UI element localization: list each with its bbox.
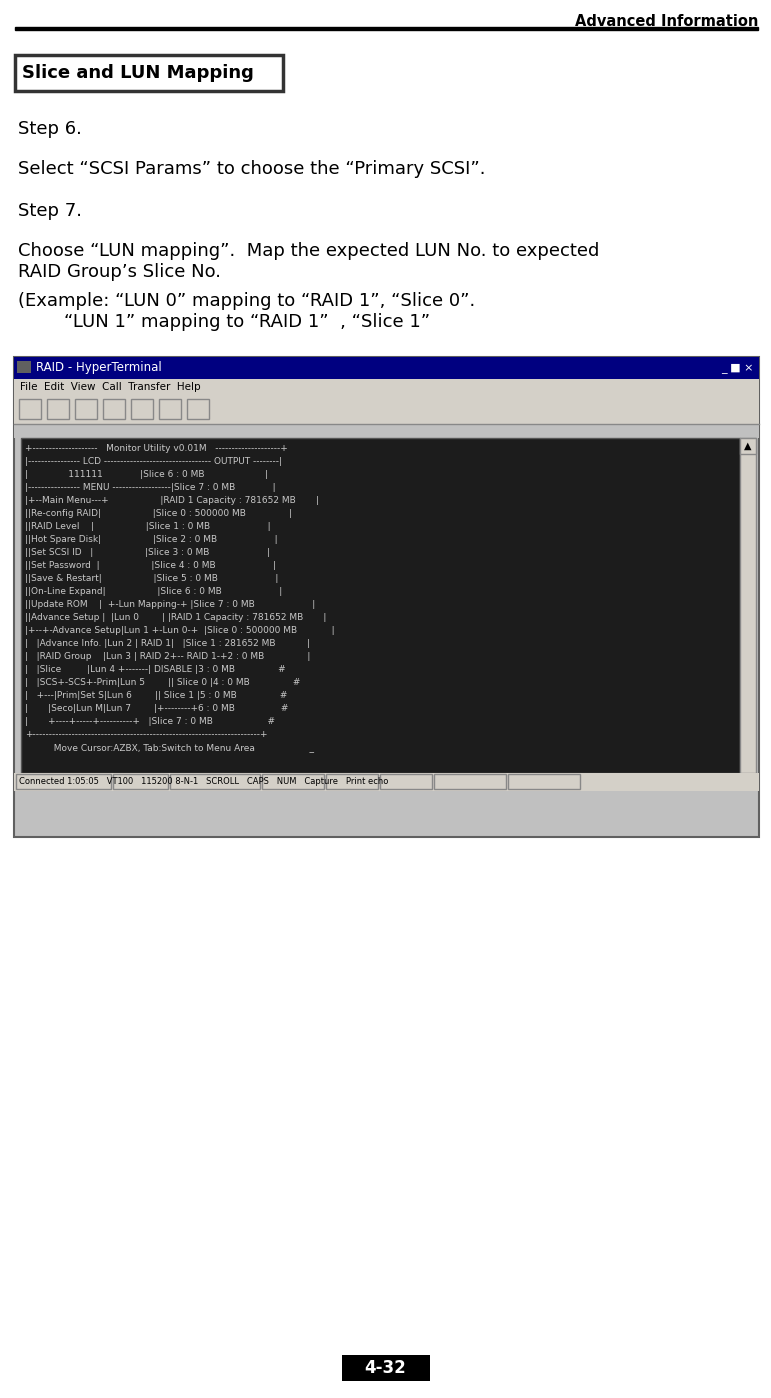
Bar — [170, 774, 260, 788]
Text: ||Hot Spare Disk|                  |Slice 2 : 0 MB                    |: ||Hot Spare Disk| |Slice 2 : 0 MB | — [25, 535, 278, 544]
Text: ▲: ▲ — [744, 440, 752, 452]
Text: ||Save & Restart|                  |Slice 5 : 0 MB                    |: ||Save & Restart| |Slice 5 : 0 MB | — [25, 575, 278, 583]
Text: |   |SCS+-SCS+-Prim|Lun 5        || Slice 0 |4 : 0 MB               #: | |SCS+-SCS+-Prim|Lun 5 || Slice 0 |4 : … — [25, 678, 301, 686]
Bar — [14, 773, 759, 791]
Bar — [14, 356, 759, 837]
Bar — [19, 398, 41, 419]
Bar — [131, 398, 153, 419]
Bar — [380, 774, 432, 788]
Text: |       +----+-----+----------+   |Slice 7 : 0 MB                   #: | +----+-----+----------+ |Slice 7 : 0 M… — [25, 717, 275, 726]
Text: |   |Advance Info. |Lun 2 | RAID 1|   |Slice 1 : 281652 MB           |: | |Advance Info. |Lun 2 | RAID 1| |Slice… — [25, 639, 310, 649]
Bar — [14, 356, 759, 379]
Bar — [434, 774, 506, 788]
Bar — [326, 774, 378, 788]
Text: ||Update ROM    |  +-Lun Mapping-+ |Slice 7 : 0 MB                    |: ||Update ROM | +-Lun Mapping-+ |Slice 7 … — [25, 600, 315, 610]
Text: |+--Main Menu---+                  |RAID 1 Capacity : 781652 MB       |: |+--Main Menu---+ |RAID 1 Capacity : 781… — [25, 496, 319, 505]
Bar — [508, 774, 580, 788]
Bar — [14, 379, 759, 396]
Text: |   |RAID Group    |Lun 3 | RAID 2+-- RAID 1-+2 : 0 MB               |: | |RAID Group |Lun 3 | RAID 2+-- RAID 1-… — [25, 651, 311, 661]
Text: ||Re-config RAID|                  |Slice 0 : 500000 MB               |: ||Re-config RAID| |Slice 0 : 500000 MB | — [25, 509, 292, 519]
Bar — [17, 361, 31, 373]
Bar — [15, 55, 283, 91]
Text: Step 6.: Step 6. — [18, 120, 82, 138]
Text: |---------------- MENU ------------------|Slice 7 : 0 MB             |: |---------------- MENU -----------------… — [25, 482, 275, 492]
Bar — [159, 398, 181, 419]
Text: Move Cursor:AZBX, Tab:Switch to Menu Area                   _: Move Cursor:AZBX, Tab:Switch to Menu Are… — [25, 742, 314, 752]
Bar — [16, 774, 111, 788]
Text: ||Set Password  |                  |Slice 4 : 0 MB                    |: ||Set Password | |Slice 4 : 0 MB | — [25, 561, 276, 570]
Text: (Example: “LUN 0” mapping to “RAID 1”, “Slice 0”.: (Example: “LUN 0” mapping to “RAID 1”, “… — [18, 292, 475, 310]
Text: 4-32: 4-32 — [365, 1359, 406, 1377]
Text: +--------------------   Monitor Utility v0.01M   --------------------+: +-------------------- Monitor Utility v0… — [25, 445, 288, 453]
Text: ||Advance Setup |  |Lun 0        | |RAID 1 Capacity : 781652 MB       |: ||Advance Setup | |Lun 0 | |RAID 1 Capac… — [25, 612, 326, 622]
Text: “LUN 1” mapping to “RAID 1”  , “Slice 1”: “LUN 1” mapping to “RAID 1” , “Slice 1” — [18, 313, 430, 331]
Bar — [14, 396, 759, 424]
Text: Connected 1:05:05   VT100   115200 8-N-1   SCROLL   CAPS   NUM   Capture   Print: Connected 1:05:05 VT100 115200 8-N-1 SCR… — [19, 777, 389, 787]
Text: |---------------- LCD --------------------------------- OUTPUT --------|: |---------------- LCD ------------------… — [25, 457, 282, 466]
Text: |       |Seco|Lun M|Lun 7        |+--------+6 : 0 MB                #: | |Seco|Lun M|Lun 7 |+--------+6 : 0 MB … — [25, 705, 288, 713]
Text: ||On-Line Expand|                  |Slice 6 : 0 MB                    |: ||On-Line Expand| |Slice 6 : 0 MB | — [25, 587, 282, 596]
Bar — [342, 1355, 429, 1381]
Bar — [113, 774, 168, 788]
Text: Advanced Information: Advanced Information — [574, 14, 758, 29]
Bar — [21, 438, 740, 773]
Bar — [14, 424, 759, 438]
Text: RAID Group’s Slice No.: RAID Group’s Slice No. — [18, 263, 221, 281]
Text: Choose “LUN mapping”.  Map the expected LUN No. to expected: Choose “LUN mapping”. Map the expected L… — [18, 242, 599, 260]
Text: File  Edit  View  Call  Transfer  Help: File Edit View Call Transfer Help — [20, 383, 200, 393]
Bar — [187, 398, 209, 419]
Text: _ ■ ×: _ ■ × — [722, 363, 754, 373]
Text: +----------------------------------------------------------------------+: +---------------------------------------… — [25, 730, 268, 740]
Text: Step 7.: Step 7. — [18, 201, 82, 219]
Bar — [262, 774, 324, 788]
Text: |              111111             |Slice 6 : 0 MB                     |: | 111111 |Slice 6 : 0 MB | — [25, 470, 268, 480]
Bar — [740, 438, 756, 454]
Bar — [47, 398, 69, 419]
Text: RAID - HyperTerminal: RAID - HyperTerminal — [36, 362, 162, 375]
Text: |+--+-Advance Setup|Lun 1 +-Lun 0-+  |Slice 0 : 500000 MB            |: |+--+-Advance Setup|Lun 1 +-Lun 0-+ |Sli… — [25, 626, 335, 635]
Bar — [740, 438, 756, 773]
Bar — [15, 27, 758, 29]
Text: ||RAID Level    |                  |Slice 1 : 0 MB                    |: ||RAID Level | |Slice 1 : 0 MB | — [25, 521, 271, 531]
Text: Select “SCSI Params” to choose the “Primary SCSI”.: Select “SCSI Params” to choose the “Prim… — [18, 159, 486, 178]
Text: ||Set SCSI ID   |                  |Slice 3 : 0 MB                    |: ||Set SCSI ID | |Slice 3 : 0 MB | — [25, 548, 270, 556]
Text: Slice and LUN Mapping: Slice and LUN Mapping — [22, 64, 254, 82]
Text: |   +---|Prim|Set S|Lun 6        || Slice 1 |5 : 0 MB               #: | +---|Prim|Set S|Lun 6 || Slice 1 |5 : … — [25, 691, 288, 700]
Bar — [75, 398, 97, 419]
Text: |   |Slice         |Lun 4 +-------| DISABLE |3 : 0 MB               #: | |Slice |Lun 4 +-------| DISABLE |3 : 0… — [25, 665, 285, 674]
Bar — [103, 398, 125, 419]
